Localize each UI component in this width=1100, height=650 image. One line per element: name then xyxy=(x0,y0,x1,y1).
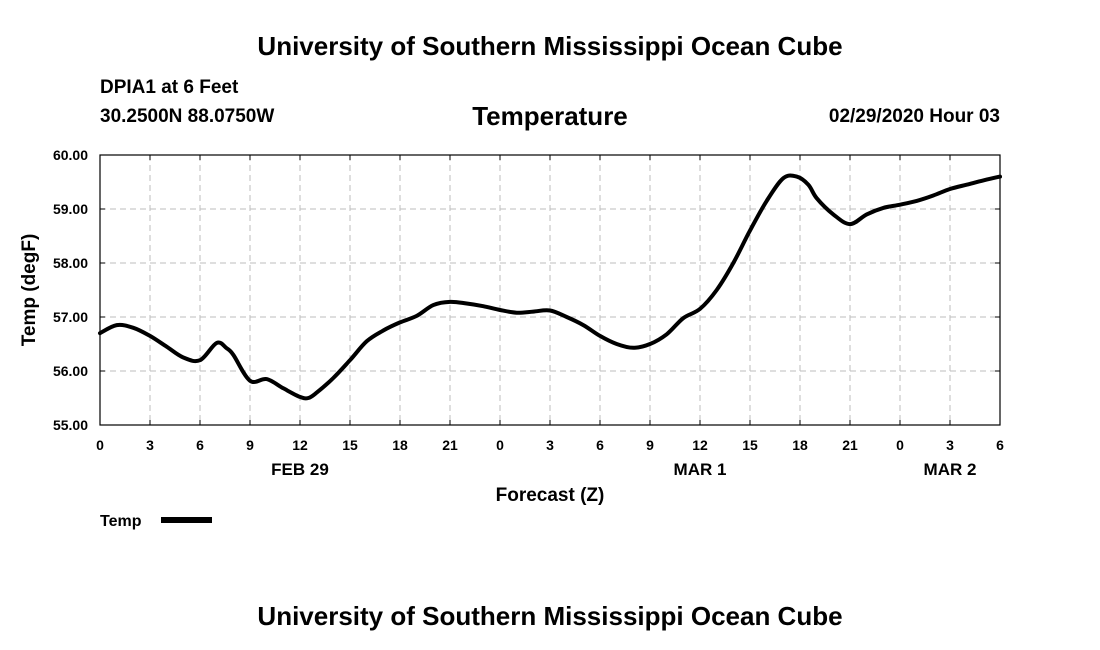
x-tick-label: 9 xyxy=(246,437,254,453)
x-tick-label: 21 xyxy=(442,437,458,453)
y-tick-label: 59.00 xyxy=(53,201,88,217)
x-tick-label: 0 xyxy=(496,437,504,453)
x-tick-label: 21 xyxy=(842,437,858,453)
y-tick-label: 60.00 xyxy=(53,147,88,163)
date-label: MAR 2 xyxy=(924,460,977,479)
x-tick-label: 3 xyxy=(946,437,954,453)
y-tick-label: 57.00 xyxy=(53,309,88,325)
temp-series-line xyxy=(98,173,1002,401)
x-tick-label: 18 xyxy=(392,437,408,453)
x-tick-label: 15 xyxy=(342,437,358,453)
legend-label: Temp xyxy=(100,513,142,530)
x-tick-label: 15 xyxy=(742,437,758,453)
date-label: MAR 1 xyxy=(674,460,727,479)
y-tick-label: 58.00 xyxy=(53,255,88,271)
x-tick-label: 9 xyxy=(646,437,654,453)
x-tick-label: 18 xyxy=(792,437,808,453)
date-label: FEB 29 xyxy=(271,460,329,479)
top-title: University of Southern Mississippi Ocean… xyxy=(257,31,843,61)
x-tick-label: 3 xyxy=(146,437,154,453)
x-tick-label: 6 xyxy=(996,437,1004,453)
chart-title: Temperature xyxy=(472,101,628,131)
datetime-label: 02/29/2020 Hour 03 xyxy=(828,106,1000,127)
x-tick-label: 0 xyxy=(96,437,104,453)
x-tick-label: 6 xyxy=(196,437,204,453)
x-tick-label: 0 xyxy=(896,437,904,453)
station-label: DPIA1 at 6 Feet xyxy=(100,77,239,98)
x-axis-label: Forecast (Z) xyxy=(496,485,605,506)
bottom-title: University of Southern Mississippi Ocean… xyxy=(257,601,843,631)
y-axis-label: Temp (degF) xyxy=(19,234,40,347)
axis-ticks: 0 3 6 9 12 15 18 21 0 3 6 9 12 15 18 21 0 3 6 55.00 56.00 57.… xyxy=(53,147,1004,479)
y-tick-label: 55.00 xyxy=(53,417,88,433)
y-tick-label: 56.00 xyxy=(53,363,88,379)
x-tick-label: 3 xyxy=(546,437,554,453)
grid xyxy=(100,155,1000,425)
x-tick-label: 12 xyxy=(692,437,708,453)
location-label: 30.2500N 88.0750W xyxy=(100,106,275,127)
x-tick-label: 6 xyxy=(596,437,604,453)
x-tick-label: 12 xyxy=(292,437,308,453)
